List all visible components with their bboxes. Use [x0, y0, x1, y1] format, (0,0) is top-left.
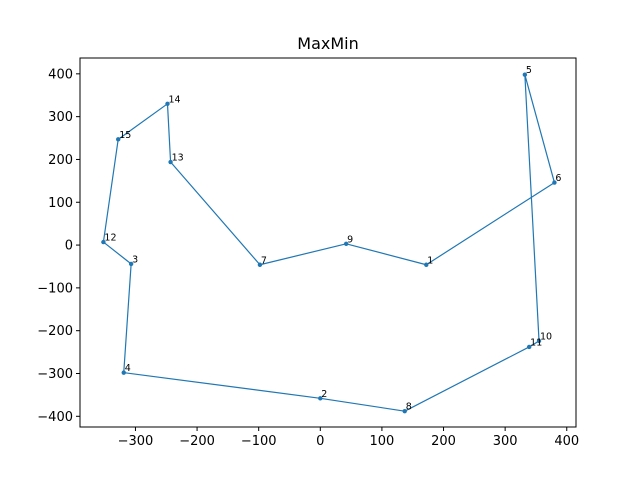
- point-label-7: 7: [261, 255, 267, 266]
- point-marker-4: [121, 370, 126, 375]
- point-marker-7: [257, 262, 263, 267]
- route-line: [102, 74, 556, 412]
- point-label-15: 15: [119, 130, 131, 141]
- point-marker-10: [536, 338, 542, 344]
- x-tick-label: −300: [118, 434, 154, 449]
- x-tick-label: 100: [369, 434, 394, 449]
- point-label-3: 3: [132, 254, 138, 265]
- x-tick-label: 300: [493, 434, 518, 449]
- point-label-11: 11: [530, 337, 542, 348]
- point-marker-8: [402, 408, 407, 414]
- point-marker-11: [526, 344, 532, 350]
- point-marker-3: [128, 261, 134, 267]
- point-label-10: 10: [540, 331, 552, 342]
- point-marker-13: [168, 159, 173, 165]
- point-label-8: 8: [406, 402, 412, 413]
- point-label-1: 1: [427, 255, 433, 266]
- point-marker-14: [165, 101, 170, 107]
- point-marker-1: [424, 262, 429, 267]
- y-tick-label: −100: [37, 281, 73, 296]
- plot-frame: [79, 57, 577, 428]
- axis-ticks: −300 −200 −100 0 100 200 300 400−400−300−200−10…: [37, 67, 579, 449]
- point-marker-12: [101, 239, 106, 245]
- y-tick-label: −300: [37, 367, 73, 382]
- point-label-13: 13: [172, 153, 184, 164]
- point-marker-6: [552, 180, 557, 185]
- chart-title: MaxMin: [297, 34, 358, 53]
- y-tick-label: 100: [48, 196, 73, 211]
- y-tick-label: 400: [48, 67, 73, 82]
- point-marker-2: [318, 396, 323, 401]
- point-label-9: 9: [347, 234, 353, 245]
- y-tick-label: −400: [37, 410, 73, 425]
- x-tick-label: 400: [554, 434, 579, 449]
- y-tick-label: −200: [37, 324, 73, 339]
- y-tick-label: 0: [65, 239, 73, 254]
- y-tick-label: 300: [48, 110, 73, 125]
- point-marker-5: [522, 72, 528, 77]
- point-marker-15: [116, 137, 121, 142]
- point-label-4: 4: [125, 363, 131, 374]
- x-tick-label: 200: [431, 434, 456, 449]
- y-tick-label: 200: [48, 153, 73, 168]
- point-label-12: 12: [104, 233, 116, 244]
- x-tick-label: −100: [241, 434, 277, 449]
- point-label-6: 6: [555, 173, 561, 184]
- series-group: [101, 72, 557, 414]
- x-tick-label: 0: [316, 434, 324, 449]
- point-label-5: 5: [526, 65, 532, 76]
- x-tick-label: −200: [179, 434, 215, 449]
- point-label-2: 2: [321, 389, 327, 400]
- point-marker-9: [343, 241, 349, 246]
- point-label-14: 14: [168, 94, 180, 105]
